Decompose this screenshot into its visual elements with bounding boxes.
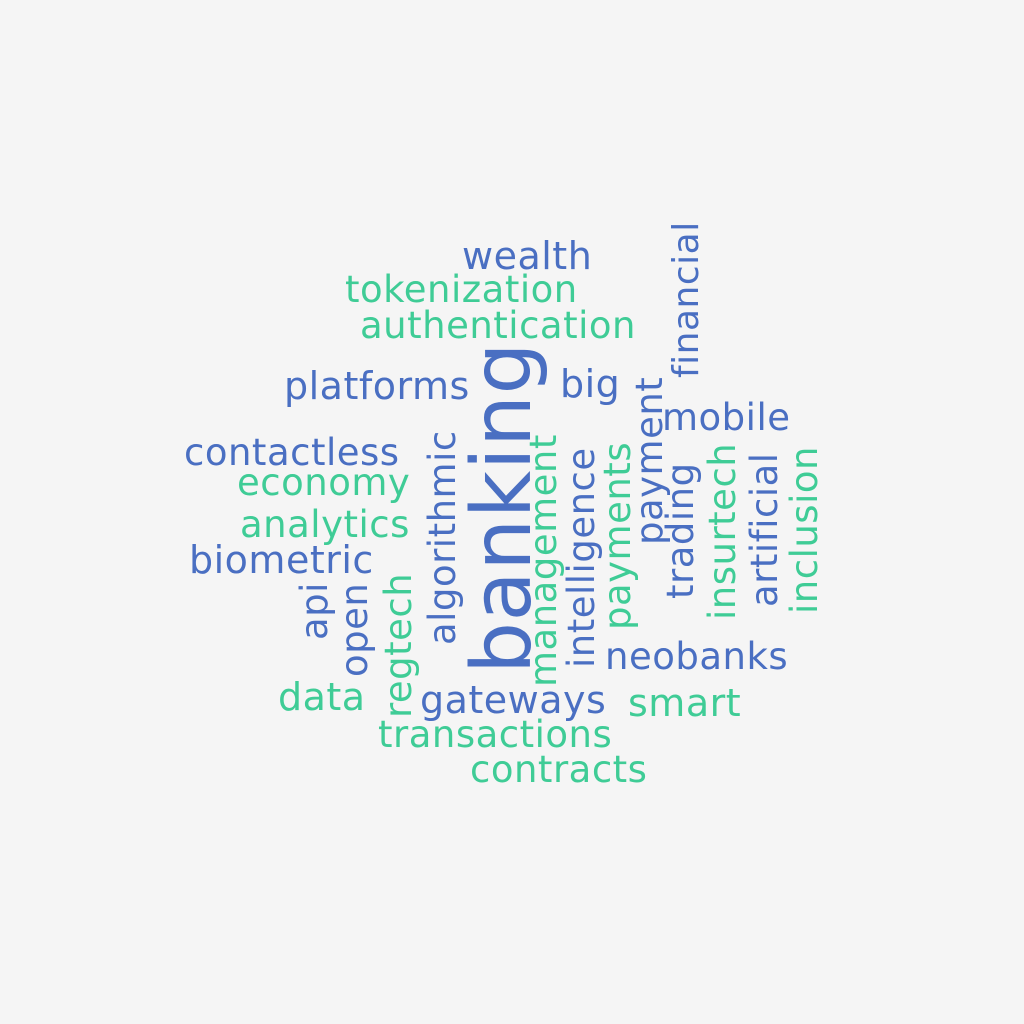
word-wealth: wealth (462, 234, 593, 278)
word-biometric: biometric (189, 538, 374, 582)
word-api: api (293, 582, 336, 640)
word-open: open (333, 582, 376, 677)
word-tokenization: tokenization (345, 268, 578, 311)
word-regtech: regtech (377, 572, 420, 718)
word-transactions: transactions (378, 713, 613, 756)
word-intelligence: intelligence (560, 447, 603, 668)
word-payments: payments (596, 441, 639, 630)
word-data: data (278, 675, 366, 719)
word-contracts: contracts (470, 748, 648, 791)
word-insurtech: insurtech (701, 442, 744, 620)
word-gateways: gateways (420, 678, 607, 722)
word-analytics: analytics (240, 503, 410, 546)
word-inclusion: inclusion (783, 446, 826, 614)
word-contactless: contactless (184, 431, 400, 474)
word-financial: financial (666, 221, 707, 378)
word-trading: trading (659, 462, 702, 599)
word-algorithmic: algorithmic (421, 430, 464, 645)
word-economy: economy (237, 461, 411, 504)
word-mobile: mobile (662, 396, 791, 439)
word-authentication: authentication (360, 304, 636, 347)
word-smart: smart (628, 681, 742, 725)
word-neobanks: neobanks (605, 635, 789, 678)
word-platforms: platforms (284, 364, 470, 408)
word-management: management (522, 434, 565, 687)
word-big: big (560, 362, 621, 406)
word-artificial: artificial (743, 452, 786, 607)
